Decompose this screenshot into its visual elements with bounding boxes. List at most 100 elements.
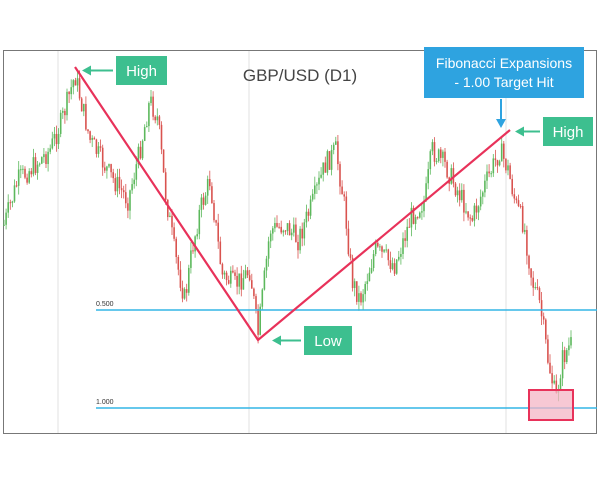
candle-body (91, 137, 93, 140)
candle-body (230, 270, 232, 284)
candle-body (528, 255, 530, 269)
candle-body (475, 205, 478, 213)
candle-body (402, 238, 404, 254)
candle-body (568, 345, 570, 351)
candle-body (307, 211, 310, 216)
candle-body (83, 103, 85, 112)
candle-body (431, 142, 434, 152)
candle-body (122, 190, 125, 193)
candle-body (410, 207, 413, 228)
candle-body (286, 223, 289, 232)
candle-body (206, 179, 209, 196)
candle-body (108, 164, 110, 167)
candle-body (276, 222, 278, 227)
candle-body (437, 149, 440, 162)
candle-body (38, 163, 41, 165)
candle-body (167, 199, 169, 218)
annotation-high-right-label: High (553, 124, 584, 141)
candle-body (332, 144, 335, 150)
candle-body (356, 281, 358, 302)
candle-body (32, 157, 35, 175)
candle-body (559, 378, 562, 390)
candle-body (28, 171, 30, 183)
candle-body (85, 103, 87, 130)
fib-label-0500: 0.500 (96, 301, 114, 308)
candle-body (70, 87, 72, 95)
candle-body (412, 207, 415, 224)
trend-line (74, 66, 511, 342)
candle-body (517, 200, 520, 206)
candle-body (305, 211, 308, 223)
candle-body (446, 161, 448, 178)
candle-body (362, 294, 364, 303)
candle-body (217, 222, 219, 242)
candle-body (364, 284, 366, 295)
candle-body (421, 211, 423, 213)
candle-body (177, 256, 180, 270)
candle-body (358, 293, 360, 302)
candle-body (385, 249, 387, 251)
candle-body (297, 241, 299, 251)
candle-body (427, 169, 429, 184)
candle-body (492, 158, 495, 174)
candle-body (377, 242, 379, 247)
candle-body (372, 253, 375, 268)
candle-body (221, 264, 224, 275)
candle-body (440, 149, 442, 158)
candle-body (139, 146, 142, 159)
candle-body (343, 194, 345, 197)
candle-body (164, 172, 167, 200)
candle-body (154, 116, 156, 121)
candle-body (301, 228, 303, 239)
candle-body (137, 146, 140, 165)
candle-body (463, 189, 465, 213)
candle-body (57, 133, 60, 145)
candle-body (391, 263, 394, 270)
candle-body (162, 149, 165, 173)
candle-body (89, 131, 91, 140)
candle-body (398, 256, 400, 260)
candle-body (173, 227, 175, 239)
candle-body (9, 202, 12, 204)
candle-body (53, 133, 56, 139)
candle-body (414, 217, 417, 224)
candle-body (515, 198, 518, 201)
candle-body (507, 165, 509, 171)
candle-body (99, 146, 102, 148)
candle-body (326, 151, 329, 173)
candle-body (328, 151, 331, 170)
candle-body (274, 222, 276, 229)
candle-body (416, 217, 419, 219)
candle-body (267, 241, 270, 259)
candle-body (143, 127, 146, 141)
candle-body (505, 158, 507, 171)
candle-body (498, 161, 501, 166)
candle-body (20, 169, 22, 171)
candle-body (503, 143, 505, 159)
candle-body (536, 287, 539, 289)
candle-body (45, 154, 47, 165)
candle-body (76, 78, 79, 86)
candle-body (400, 253, 402, 257)
candle-body (47, 151, 49, 165)
candle-body (93, 137, 96, 140)
candle-body (238, 273, 240, 287)
candle-body (433, 142, 436, 162)
candle-body (200, 197, 203, 210)
candle-body (511, 178, 513, 195)
candle-body (549, 362, 551, 374)
candle-body (192, 250, 194, 252)
candle-body (330, 149, 333, 170)
candle-body (335, 141, 337, 145)
candle-body (234, 272, 236, 276)
candle-body (135, 164, 138, 180)
candle-body (293, 224, 295, 233)
candle-body (288, 223, 291, 236)
candle-body (3, 224, 5, 226)
candle-body (524, 229, 526, 232)
candle-body (469, 217, 471, 219)
candle-body (64, 110, 66, 116)
candle-body (360, 293, 362, 303)
candle-body (458, 190, 461, 201)
candle-body (26, 177, 28, 183)
